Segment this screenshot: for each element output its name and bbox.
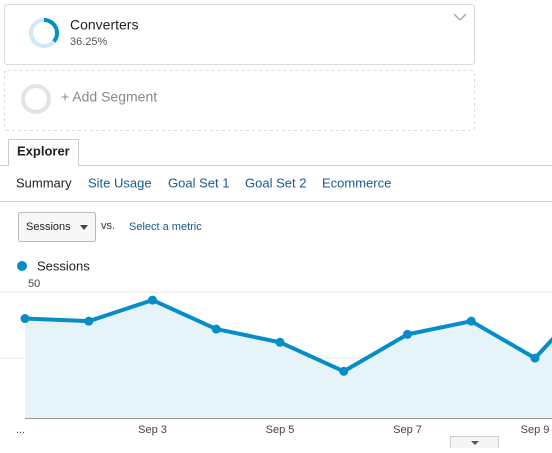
x-tick-label: Sep 3 [138, 424, 167, 436]
point [212, 325, 221, 334]
x-tick-label: Sep 9 [521, 424, 550, 436]
x-tick-label: ... [16, 424, 25, 436]
vs-label: vs. [101, 220, 115, 232]
point [403, 330, 412, 339]
subtab[interactable]: Summary [16, 175, 72, 190]
point [531, 354, 540, 363]
x-tick-label: Sep 7 [393, 424, 422, 436]
metric-select: Sessions [26, 221, 71, 233]
y-tick-label: 50 [28, 278, 40, 290]
subtab[interactable]: Ecommerce [322, 175, 391, 190]
point [339, 367, 348, 376]
x-tick-label: Sep 5 [266, 424, 295, 436]
plot [21, 285, 552, 418]
select-metric[interactable]: Select a metric [129, 221, 202, 233]
tab[interactable]: Explorer [17, 143, 70, 158]
subtab[interactable]: Site Usage [88, 175, 152, 190]
point [84, 317, 93, 326]
tab-cover [9, 162, 78, 167]
segment-card[interactable] [5, 5, 475, 65]
subtab[interactable]: Goal Set 1 [168, 175, 229, 190]
point [148, 296, 157, 305]
point [21, 314, 30, 323]
legend-label: Sessions [37, 258, 90, 273]
segment-share: 36.25% [70, 36, 108, 48]
add-segment[interactable]: + Add Segment [61, 89, 157, 105]
point [276, 338, 285, 347]
subtab[interactable]: Goal Set 2 [245, 175, 306, 190]
segment-name: Converters [70, 17, 138, 33]
area [25, 290, 552, 418]
point [467, 317, 476, 326]
legend-dot [17, 261, 27, 271]
